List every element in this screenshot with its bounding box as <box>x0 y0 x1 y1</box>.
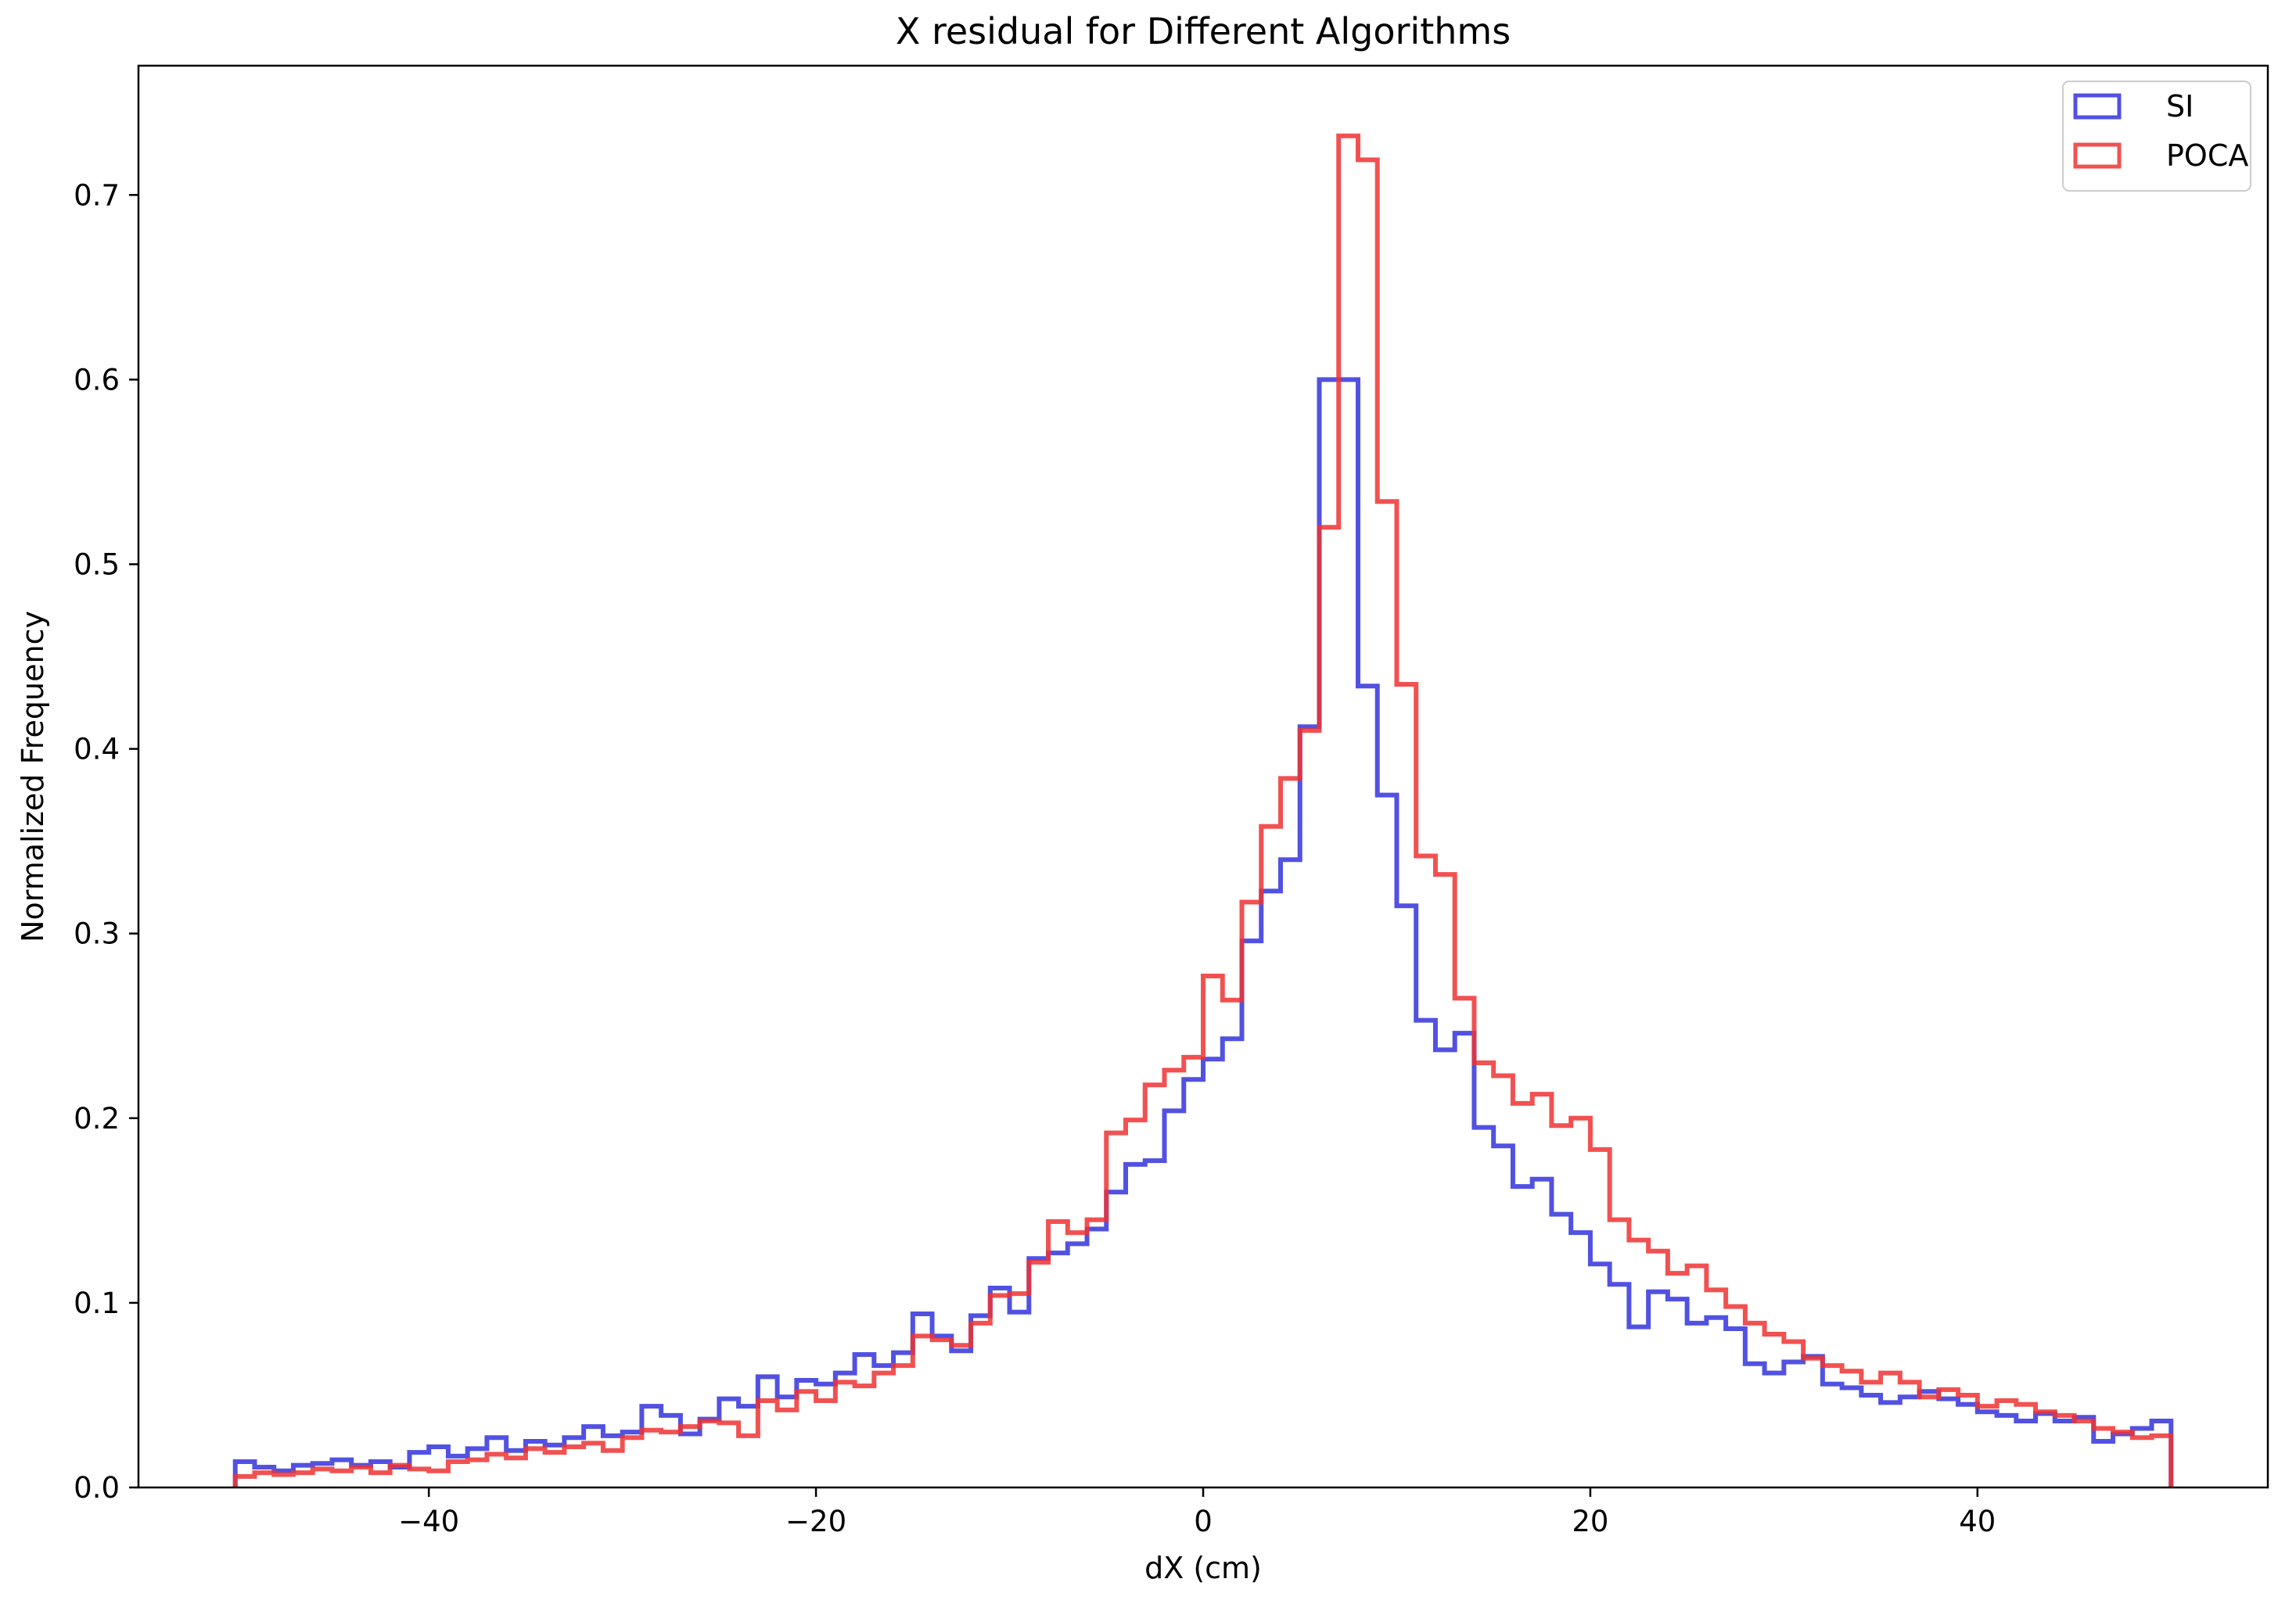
legend-label-poca: POCA <box>2166 138 2248 173</box>
plot-area <box>138 66 2268 1487</box>
x-tick-label: 0 <box>1194 1505 1213 1538</box>
x-tick-label: −20 <box>785 1505 846 1538</box>
y-axis-ticks: 0.0 0.1 0.2 0.3 0.4 0.5 0.6 0.7 <box>74 178 138 1505</box>
y-tick-label: 0.4 <box>74 733 120 766</box>
x-tick-label: −40 <box>398 1505 459 1538</box>
y-tick-label: 0.2 <box>74 1102 120 1136</box>
x-tick-label: 40 <box>1959 1505 1996 1538</box>
series-line-poca <box>232 133 2174 1487</box>
y-tick-label: 0.6 <box>74 363 120 397</box>
series-line-si <box>232 377 2174 1487</box>
legend-swatch-si <box>2073 93 2122 120</box>
series-layer <box>232 133 2174 1487</box>
x-axis-label: dX (cm) <box>1144 1551 1262 1585</box>
y-tick-label: 0.1 <box>74 1286 120 1320</box>
y-axis-label: Normalized Frequency <box>16 611 50 942</box>
legend-box <box>2062 81 2251 192</box>
y-tick-label: 0.7 <box>74 178 120 212</box>
x-tick-label: 20 <box>1572 1505 1608 1538</box>
legend-label-si: SI <box>2166 89 2194 124</box>
legend-swatch-poca <box>2073 142 2122 169</box>
y-tick-label: 0.3 <box>74 917 120 951</box>
x-axis-ticks: −40 −20 0 20 40 <box>398 1487 1996 1538</box>
y-tick-label: 0.5 <box>74 547 120 581</box>
chart-title: X residual for Different Algorithms <box>896 10 1511 52</box>
y-tick-label: 0.0 <box>74 1471 120 1505</box>
legend: SI POCA <box>2062 81 2251 192</box>
